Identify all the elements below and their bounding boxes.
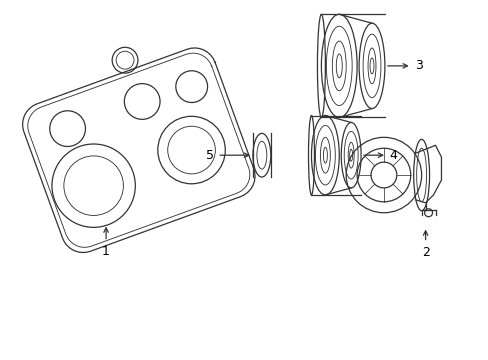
Text: 4: 4 bbox=[389, 149, 397, 162]
Text: 5: 5 bbox=[206, 149, 214, 162]
Text: 3: 3 bbox=[414, 59, 422, 72]
Text: 1: 1 bbox=[102, 246, 110, 258]
Text: 2: 2 bbox=[421, 247, 428, 260]
